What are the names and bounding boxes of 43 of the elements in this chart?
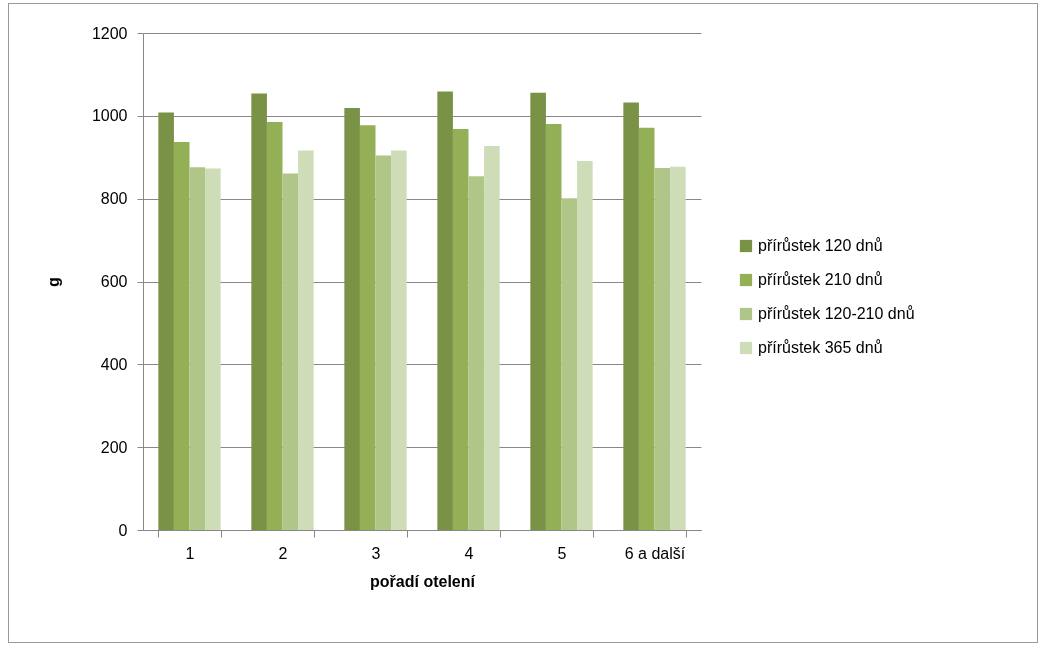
bar: [484, 146, 500, 530]
legend-label: přírůstek 365 dnů: [758, 339, 883, 356]
bar: [530, 92, 546, 530]
bar: [545, 124, 562, 530]
bar: [561, 198, 578, 530]
bar: [391, 150, 407, 530]
x-axis-title: pořadí otelení: [370, 572, 476, 590]
bar: [266, 122, 283, 530]
bar: [173, 141, 190, 530]
bar: [359, 125, 376, 530]
y-tick-label: 800: [100, 190, 128, 208]
bar: [452, 129, 469, 530]
x-tick-label: 5: [557, 544, 567, 562]
x-tick-label: 2: [278, 544, 288, 562]
x-tick-label: 3: [371, 544, 381, 562]
y-tick-label: 1200: [91, 24, 128, 42]
y-tick-label: 1000: [91, 107, 128, 125]
y-axis-title: g: [44, 277, 62, 287]
x-tick-label: 6 a další: [624, 544, 686, 562]
bar: [205, 168, 221, 530]
legend-label: přírůstek 210 dnů: [758, 271, 883, 288]
bar: [577, 160, 593, 530]
bar: [375, 155, 392, 530]
y-tick-label: 600: [100, 273, 128, 290]
x-tick-label: 1: [185, 544, 195, 562]
y-tick-label: 0: [118, 521, 128, 539]
y-tick-label: 400: [100, 355, 128, 373]
x-tick-label: 4: [464, 544, 474, 562]
bar: [251, 93, 267, 530]
legend-label: přírůstek 120 dnů: [758, 237, 883, 254]
bar: [344, 107, 360, 530]
bar: [468, 176, 485, 530]
bar: [654, 168, 671, 530]
bar: [623, 102, 639, 530]
y-tick-label: 200: [100, 438, 128, 456]
bar: [158, 112, 174, 530]
bar: [282, 173, 299, 530]
bar: [437, 91, 453, 530]
bar: [670, 166, 686, 530]
bar: [298, 150, 314, 530]
legend-label: přírůstek 120-210 dnů: [758, 305, 915, 322]
bar: [189, 167, 206, 530]
bar: [638, 127, 655, 530]
